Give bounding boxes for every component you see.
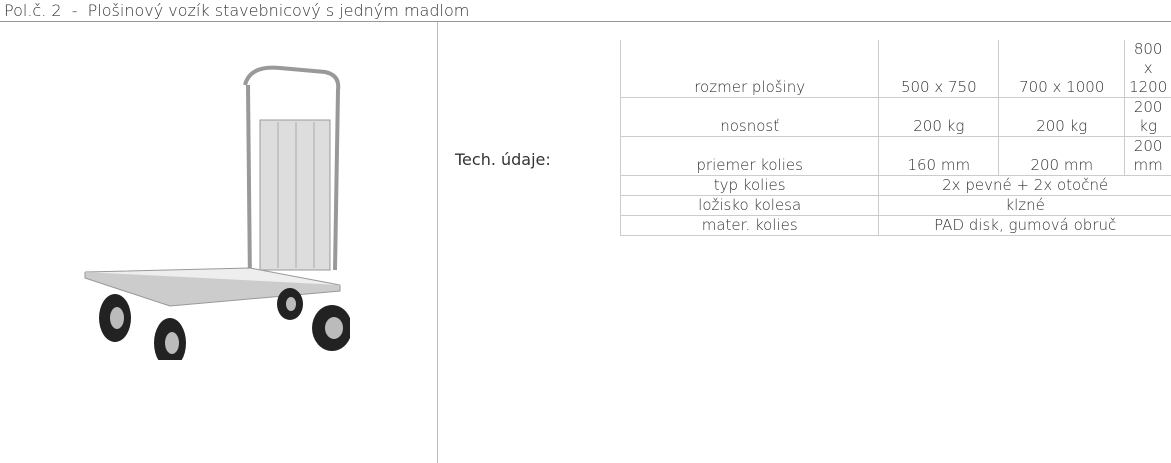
spec-table: rozmer plošiny 500 x 750 700 x 1000 800 x 1… xyxy=(619,40,1171,236)
table-label: Tech. údaje: xyxy=(455,150,551,169)
value-cell: 200 kg xyxy=(998,97,1126,137)
table-row: ložisko kolesa klzné xyxy=(619,195,1171,216)
param-cell: rozmer plošiny xyxy=(619,40,880,98)
cart-image xyxy=(84,65,350,360)
param-cell: ložisko kolesa xyxy=(619,195,880,216)
value-cell: 160 mm xyxy=(878,136,1000,176)
value-cell: 2x pevné + 2x otočné xyxy=(878,175,1171,196)
table-row: mater. kolies PAD disk, gumová obruč xyxy=(619,215,1171,236)
param-cell: typ kolies xyxy=(619,175,880,196)
value-cell: 500 x 750 xyxy=(878,40,1000,98)
table-row: rozmer plošiny 500 x 750 700 x 1000 800 x 1… xyxy=(619,40,1171,98)
header-title: Pol.č. 2 - Plošinový vozík stavebnicový … xyxy=(0,0,1171,22)
value-cell: 700 x 1000 xyxy=(998,40,1126,98)
param-cell: nosnosť xyxy=(619,97,880,137)
value-cell: 200 mm xyxy=(998,136,1126,176)
value-cell: klzné xyxy=(878,195,1171,216)
value-cell: PAD disk, gumová obruč xyxy=(878,215,1171,236)
table-row: typ kolies 2x pevné + 2x otočné xyxy=(619,175,1171,196)
param-cell: mater. kolies xyxy=(619,215,880,236)
param-cell: priemer kolies xyxy=(619,136,880,176)
table-row: nosnosť 200 kg 200 kg 200 kg xyxy=(619,97,1171,137)
table-row: priemer kolies 160 mm 200 mm 200 mm xyxy=(619,136,1171,176)
value-cell: 800 x 1200 xyxy=(1124,40,1171,98)
divider xyxy=(437,22,438,463)
value-cell: 200 kg xyxy=(1124,97,1171,137)
value-cell: 200 kg xyxy=(878,97,1000,137)
value-cell: 200 mm xyxy=(1124,136,1171,176)
